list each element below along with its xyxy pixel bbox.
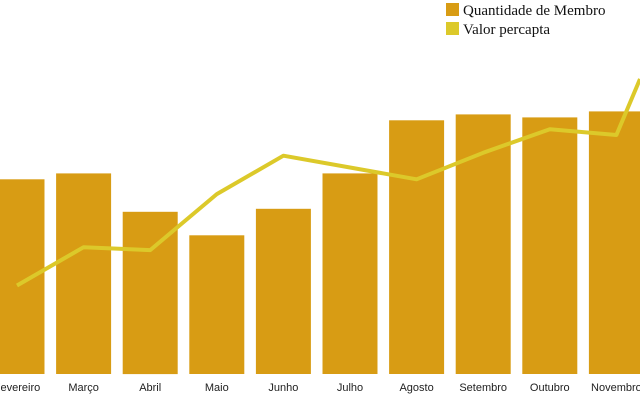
x-tick-setembro: Setembro [459, 382, 507, 394]
x-tick-fevereiro: Fevereiro [0, 382, 40, 394]
legend-item-bars[interactable]: Quantidade de Membro [446, 3, 605, 19]
legend-swatch-line [446, 22, 459, 35]
bar-novembro [588, 111, 640, 375]
bar-marco [56, 173, 112, 374]
legend: Quantidade de Membro Valor percapta [446, 3, 605, 38]
bar-setembro [455, 114, 511, 375]
legend-label-line: Valor percapta [463, 22, 550, 38]
bar-series [0, 111, 640, 375]
x-tick-marco: Março [68, 382, 99, 394]
bar-agosto [389, 120, 445, 374]
x-axis-ticks: Fevereiro Março Abril Maio Junho Julho Agosto S… [0, 382, 640, 394]
legend-swatch-bars [446, 3, 459, 16]
x-tick-abril: Abril [139, 382, 161, 394]
bar-junho [255, 208, 311, 374]
bar-maio [189, 235, 245, 374]
legend-label-bars: Quantidade de Membro [463, 3, 605, 19]
bar-julho [322, 173, 378, 374]
x-tick-maio: Maio [205, 382, 229, 394]
x-tick-junho: Junho [268, 382, 298, 394]
line-valor-percapta [16, 78, 640, 288]
x-tick-novembro: Novembro [591, 382, 640, 394]
x-tick-julho: Julho [337, 382, 363, 394]
legend-item-line[interactable]: Valor percapta [446, 22, 550, 38]
bar-fevereiro [0, 179, 45, 374]
x-tick-agosto: Agosto [399, 382, 433, 394]
bar-abril [122, 211, 178, 375]
line-series [16, 78, 640, 288]
x-tick-outubro: Outubro [530, 382, 570, 394]
bar-outubro [522, 117, 578, 375]
